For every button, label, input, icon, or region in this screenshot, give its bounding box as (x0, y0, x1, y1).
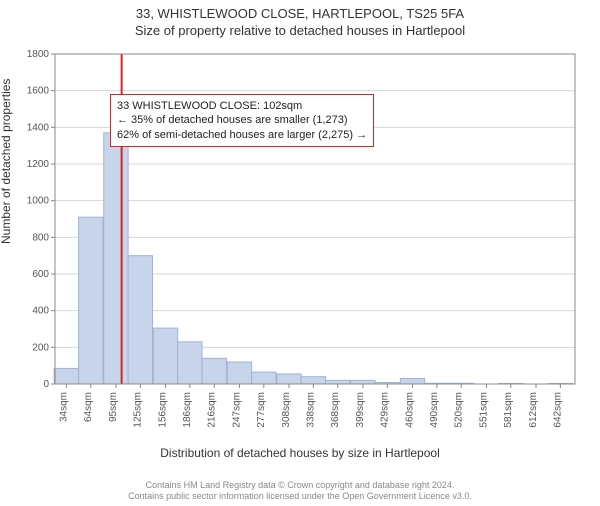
svg-text:368sqm: 368sqm (330, 392, 341, 428)
svg-text:490sqm: 490sqm (429, 392, 440, 428)
svg-text:399sqm: 399sqm (355, 392, 366, 428)
annotation-line-2: ← 35% of detached houses are smaller (1,… (117, 113, 367, 127)
svg-text:95sqm: 95sqm (108, 392, 119, 422)
svg-text:1200: 1200 (27, 159, 50, 170)
svg-text:1800: 1800 (27, 49, 50, 60)
svg-text:247sqm: 247sqm (231, 392, 242, 428)
svg-text:520sqm: 520sqm (453, 392, 464, 428)
svg-text:460sqm: 460sqm (405, 392, 416, 428)
svg-text:800: 800 (32, 232, 49, 243)
svg-text:64sqm: 64sqm (83, 392, 94, 422)
svg-text:200: 200 (32, 342, 49, 353)
svg-text:1400: 1400 (27, 122, 50, 133)
svg-text:0: 0 (43, 379, 49, 390)
svg-text:308sqm: 308sqm (281, 392, 292, 428)
svg-text:125sqm: 125sqm (132, 392, 143, 428)
annotation-line-3: 62% of semi-detached houses are larger (… (117, 128, 367, 142)
svg-text:338sqm: 338sqm (305, 392, 316, 428)
svg-text:1000: 1000 (27, 196, 50, 207)
svg-text:600: 600 (32, 269, 49, 280)
svg-text:429sqm: 429sqm (379, 392, 390, 428)
svg-text:156sqm: 156sqm (158, 392, 169, 428)
annotation-box: 33 WHISTLEWOOD CLOSE: 102sqm ← 35% of de… (110, 94, 374, 147)
chart-area: Number of detached properties 0 200 400 600… (0, 44, 600, 444)
svg-text:1600: 1600 (27, 86, 50, 97)
title-sub: Size of property relative to detached ho… (0, 23, 600, 38)
footer-line-1: Contains HM Land Registry data © Crown c… (0, 480, 600, 491)
footer-line-2: Contains public sector information licen… (0, 491, 600, 502)
svg-text:581sqm: 581sqm (503, 392, 514, 428)
annotation-line-1: 33 WHISTLEWOOD CLOSE: 102sqm (117, 99, 367, 113)
svg-text:277sqm: 277sqm (256, 392, 267, 428)
footer: Contains HM Land Registry data © Crown c… (0, 480, 600, 503)
svg-text:551sqm: 551sqm (478, 392, 489, 428)
svg-text:642sqm: 642sqm (552, 392, 563, 428)
svg-text:400: 400 (32, 306, 49, 317)
svg-text:216sqm: 216sqm (206, 392, 217, 428)
svg-text:612sqm: 612sqm (528, 392, 539, 428)
svg-text:34sqm: 34sqm (58, 392, 69, 422)
svg-text:186sqm: 186sqm (182, 392, 193, 428)
x-axis-label: Distribution of detached houses by size … (0, 446, 600, 460)
title-main: 33, WHISTLEWOOD CLOSE, HARTLEPOOL, TS25 … (0, 6, 600, 21)
y-axis-label: Number of detached properties (0, 79, 13, 244)
